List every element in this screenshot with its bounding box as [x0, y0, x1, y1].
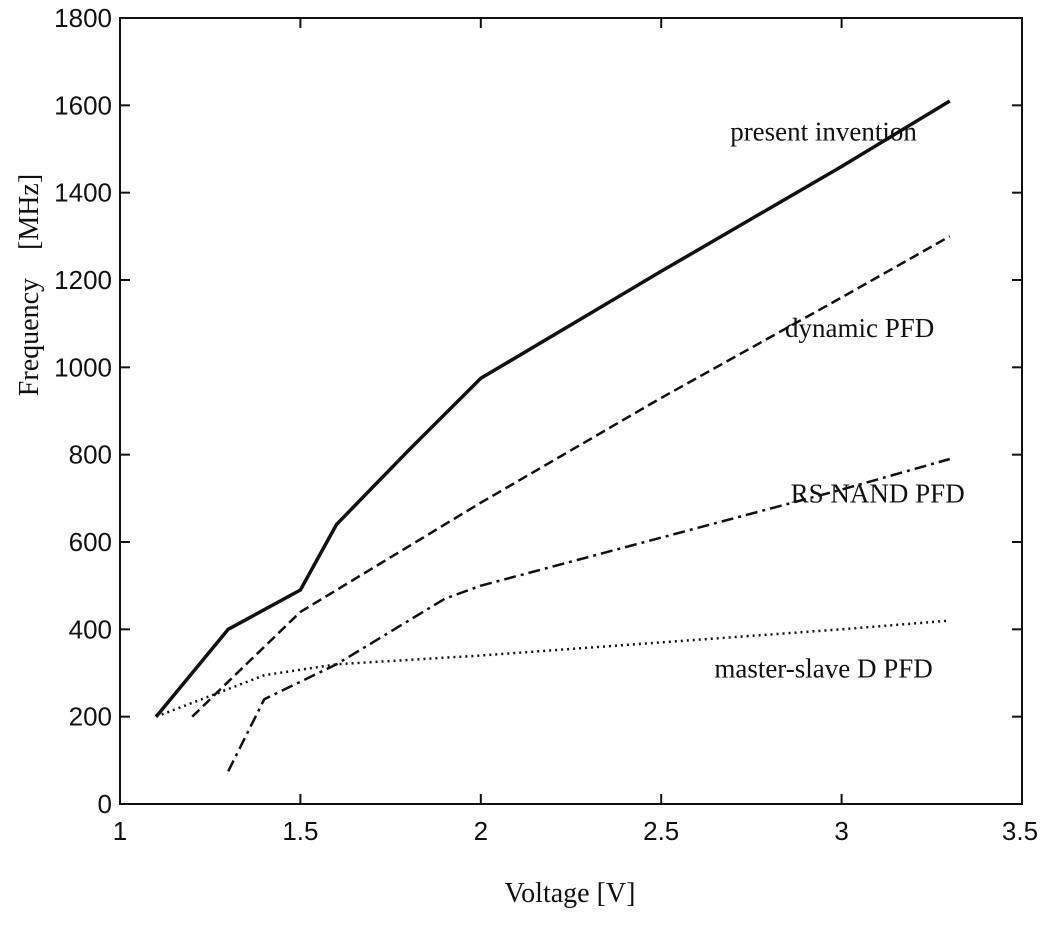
y-tick-label: 400: [69, 614, 112, 644]
plot-area-frame: [119, 17, 1023, 805]
x-tick-label: 1: [113, 816, 127, 846]
x-tick-label: 3: [834, 816, 848, 846]
series-annotation-label: master-slave D PFD: [714, 653, 932, 683]
x-axis-title: Voltage [V]: [505, 878, 636, 909]
series-line-rs-nand-pfd: [227, 457, 951, 772]
y-tick-label: 1600: [54, 90, 112, 120]
series-line-present-invention: [154, 99, 951, 718]
y-axis-ticks: 0 200 400 600 800 1000 1200 1400 1600 1800: [54, 3, 1022, 819]
y-tick-label: 1400: [54, 178, 112, 208]
x-tick-label: 2: [474, 816, 488, 846]
x-axis-ticks: 1 1.5 2 2.5 3 3.5: [113, 18, 1038, 846]
series-line-master-slave-d-pfd: [155, 619, 950, 718]
y-tick-label: 800: [69, 440, 112, 470]
series-annotation-label: present invention: [730, 116, 917, 146]
y-tick-label: 200: [69, 702, 112, 732]
series-layer: [154, 99, 951, 772]
series-annotation-label: dynamic PFD: [785, 313, 934, 343]
y-tick-label: 600: [69, 527, 112, 557]
x-tick-label: 1.5: [282, 816, 318, 846]
x-tick-label: 2.5: [643, 816, 679, 846]
annotation-layer: present invention dynamic PFD RS NAND PFD m…: [714, 116, 964, 683]
series-annotation-label: RS NAND PFD: [791, 479, 965, 509]
y-tick-label: 1000: [54, 352, 112, 382]
y-axis-title: Frequency [MHz]: [14, 174, 45, 396]
y-tick-label: 0: [98, 789, 112, 819]
series-line-dynamic-pfd: [191, 235, 951, 718]
y-tick-label: 1200: [54, 265, 112, 295]
x-tick-label: 3.5: [1002, 816, 1038, 846]
y-tick-label: 1800: [54, 3, 112, 33]
